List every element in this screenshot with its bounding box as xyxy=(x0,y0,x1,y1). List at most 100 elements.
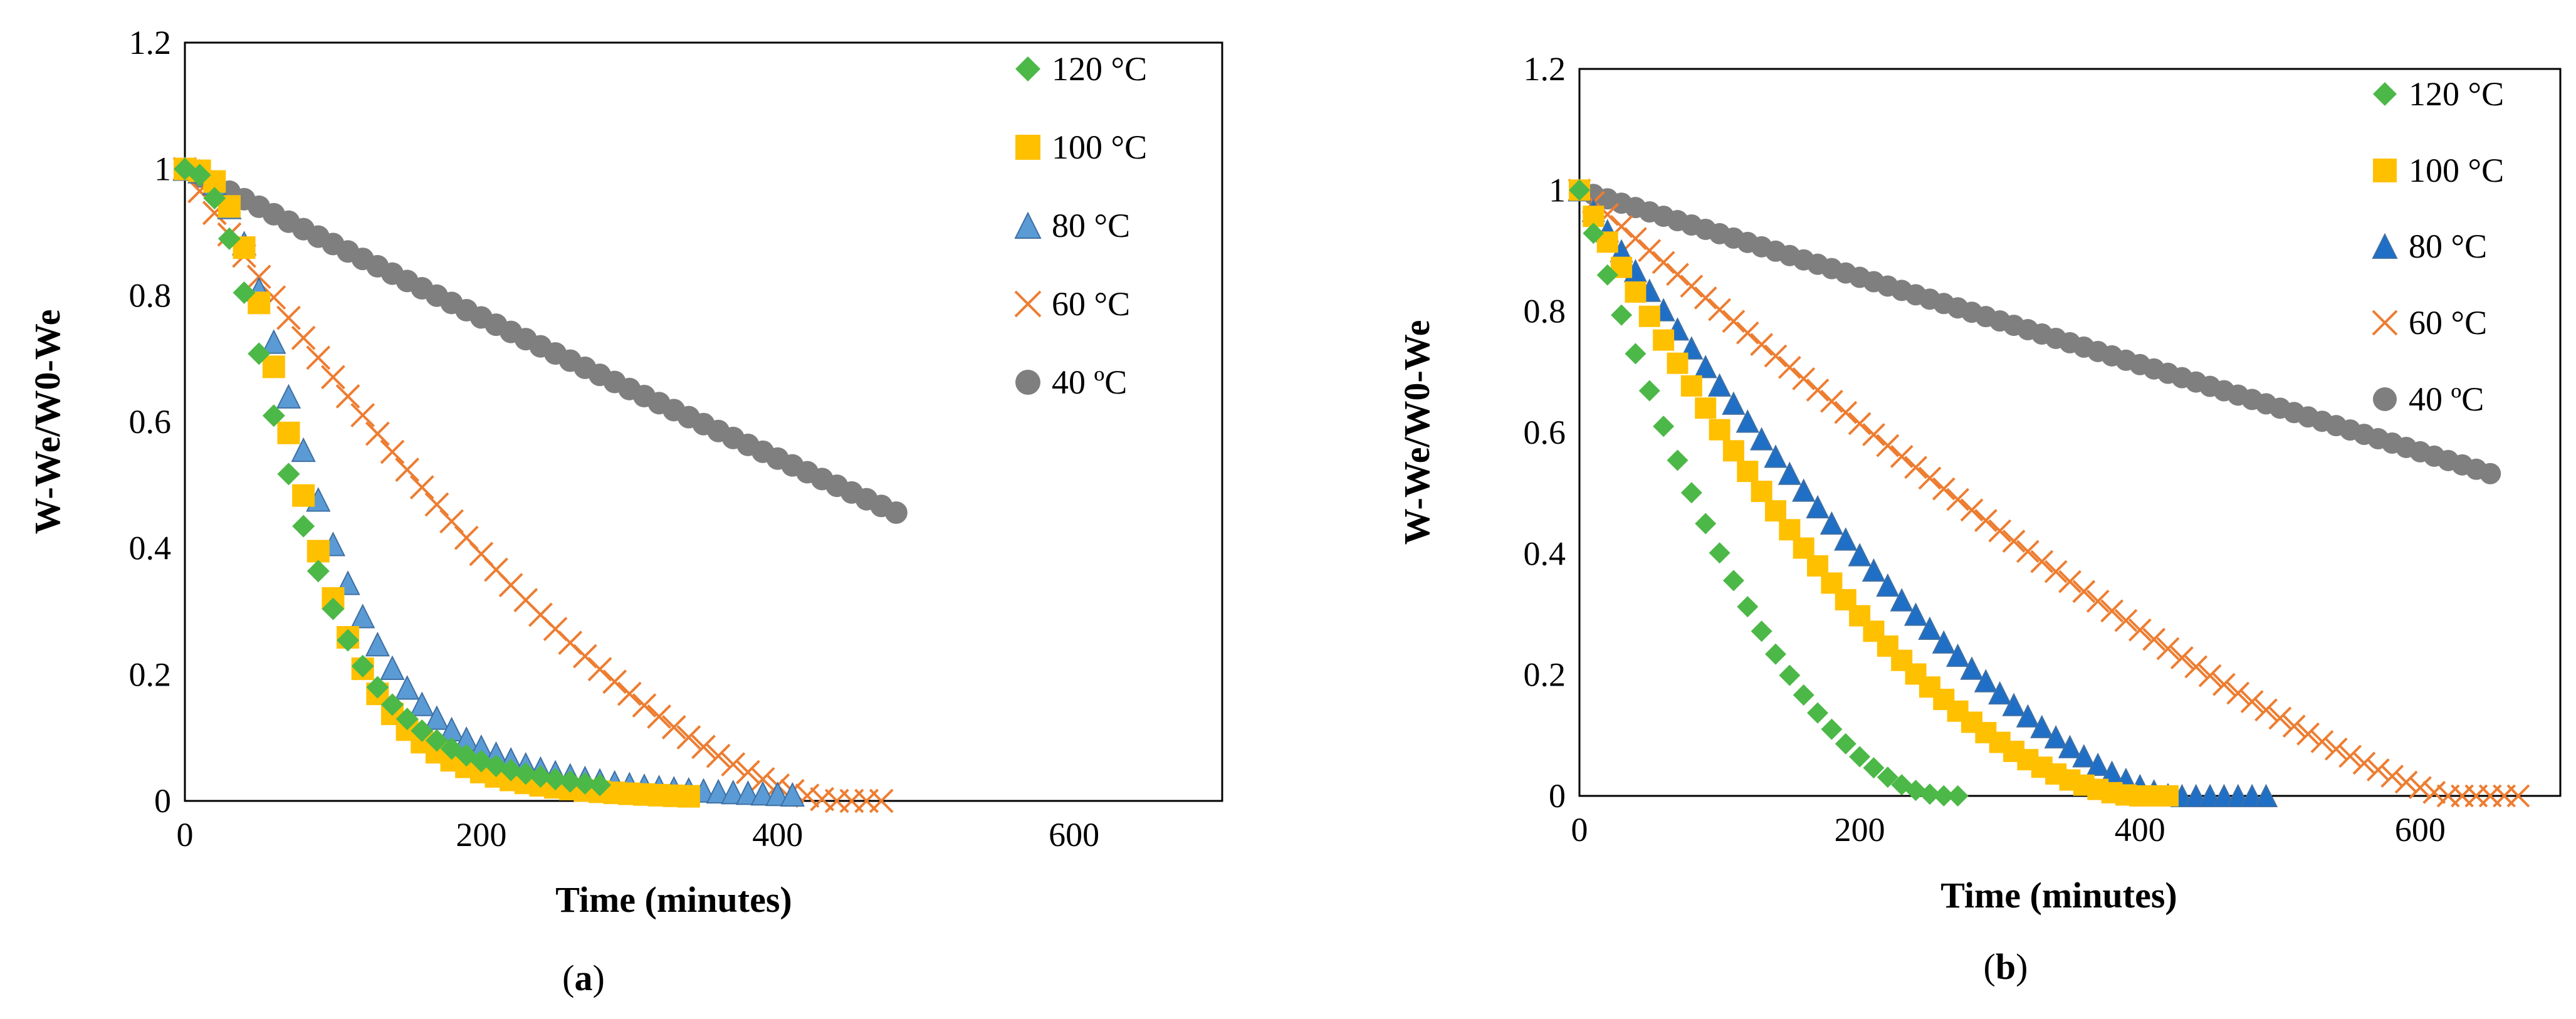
data-point xyxy=(780,781,805,807)
data-point xyxy=(1695,397,1717,419)
data-point xyxy=(706,778,731,804)
x-tick-label: 200 xyxy=(456,816,506,854)
data-point xyxy=(1835,733,1856,755)
caption-letter-b: b xyxy=(1996,946,2016,987)
y-tick-label: 0.4 xyxy=(1524,535,1566,572)
legend-label: 40 ºC xyxy=(1052,363,1127,401)
data-point xyxy=(1569,179,1590,201)
data-point xyxy=(424,492,449,517)
data-point xyxy=(1737,596,1759,618)
data-point xyxy=(1918,466,1942,490)
data-point xyxy=(706,743,731,768)
data-point xyxy=(2142,627,2166,651)
data-point xyxy=(1919,783,1940,805)
data-point xyxy=(602,669,627,694)
data-point xyxy=(691,734,716,760)
data-point xyxy=(1638,380,1660,402)
data-point xyxy=(276,305,301,330)
data-point xyxy=(1821,718,1843,740)
data-point xyxy=(1653,329,1675,351)
data-point xyxy=(1722,440,1744,462)
data-point xyxy=(1667,352,1689,374)
caption-a: (a) xyxy=(562,958,605,998)
data-point xyxy=(1876,573,1900,597)
caption-letter-a: a xyxy=(575,958,593,998)
data-point xyxy=(1807,702,1829,724)
data-point xyxy=(1779,664,1801,686)
data-point xyxy=(409,691,434,716)
data-point xyxy=(2170,646,2194,670)
data-point xyxy=(1596,264,1618,286)
data-point xyxy=(1750,333,1774,357)
data-point xyxy=(1652,251,1675,274)
data-point xyxy=(1834,527,1858,551)
data-point xyxy=(2184,655,2208,679)
data-point xyxy=(2338,745,2362,768)
data-point xyxy=(306,540,330,563)
y-tick-label: 0.8 xyxy=(129,276,172,314)
data-point xyxy=(544,768,567,791)
data-point xyxy=(188,164,211,187)
data-point xyxy=(2058,570,2081,593)
data-point xyxy=(884,501,908,524)
data-point xyxy=(2198,664,2222,687)
data-point xyxy=(2044,725,2068,749)
data-point xyxy=(1625,281,1647,303)
data-point xyxy=(1793,684,1814,706)
data-point xyxy=(1765,643,1786,665)
data-point xyxy=(1834,400,1858,424)
data-point xyxy=(203,187,226,210)
data-point xyxy=(736,760,760,785)
data-point xyxy=(2016,540,2039,563)
data-point xyxy=(1695,513,1717,535)
data-point xyxy=(1960,656,1984,680)
data-point xyxy=(248,342,271,365)
data-point xyxy=(262,404,285,427)
data-point xyxy=(1709,419,1730,441)
series-120C xyxy=(1569,179,1969,807)
data-point xyxy=(1946,488,1970,511)
data-point xyxy=(1751,481,1772,503)
x-tick-label: 0 xyxy=(1571,811,1588,849)
data-point xyxy=(2254,783,2278,807)
x-axis-label-a: Time (minutes) xyxy=(555,879,792,920)
data-point xyxy=(381,693,404,716)
data-point xyxy=(2114,609,2138,632)
data-point xyxy=(380,655,405,681)
data-point xyxy=(1903,602,1928,626)
data-point xyxy=(322,597,345,620)
data-point xyxy=(276,384,301,409)
data-point xyxy=(2268,706,2292,730)
data-point xyxy=(2100,599,2123,623)
data-point xyxy=(1933,785,1955,807)
data-point xyxy=(409,475,434,499)
legend-label: 100 °C xyxy=(1052,128,1147,166)
y-tick-label: 0.6 xyxy=(129,403,172,441)
data-point xyxy=(2380,765,2404,788)
data-point xyxy=(395,675,420,700)
data-point xyxy=(292,515,315,538)
data-point xyxy=(632,693,657,718)
legend-marker xyxy=(2373,159,2397,182)
x-tick-label: 600 xyxy=(2395,811,2446,849)
data-point xyxy=(306,560,330,583)
data-point xyxy=(647,704,671,729)
data-point xyxy=(233,281,256,304)
legend-label: 80 °C xyxy=(2409,227,2487,265)
data-point xyxy=(676,725,701,750)
data-point xyxy=(529,765,552,788)
data-point xyxy=(1764,444,1788,468)
data-point xyxy=(1680,274,1704,298)
y-tick-label: 0 xyxy=(154,782,171,820)
data-point xyxy=(500,758,523,781)
data-point xyxy=(1861,558,1886,582)
y-tick-label: 1.2 xyxy=(129,24,172,61)
data-point xyxy=(365,421,390,446)
data-point xyxy=(1819,511,1844,535)
data-point xyxy=(351,654,374,677)
legend-label: 40 ºC xyxy=(2409,380,2484,418)
y-tick-label: 0.4 xyxy=(129,530,172,567)
legend-label: 60 °C xyxy=(1052,285,1130,323)
data-point xyxy=(1877,766,1898,788)
